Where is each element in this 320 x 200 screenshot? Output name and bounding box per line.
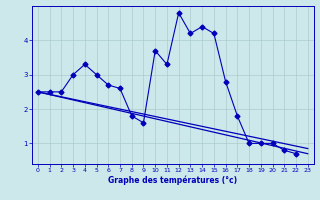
X-axis label: Graphe des températures (°c): Graphe des températures (°c) xyxy=(108,176,237,185)
